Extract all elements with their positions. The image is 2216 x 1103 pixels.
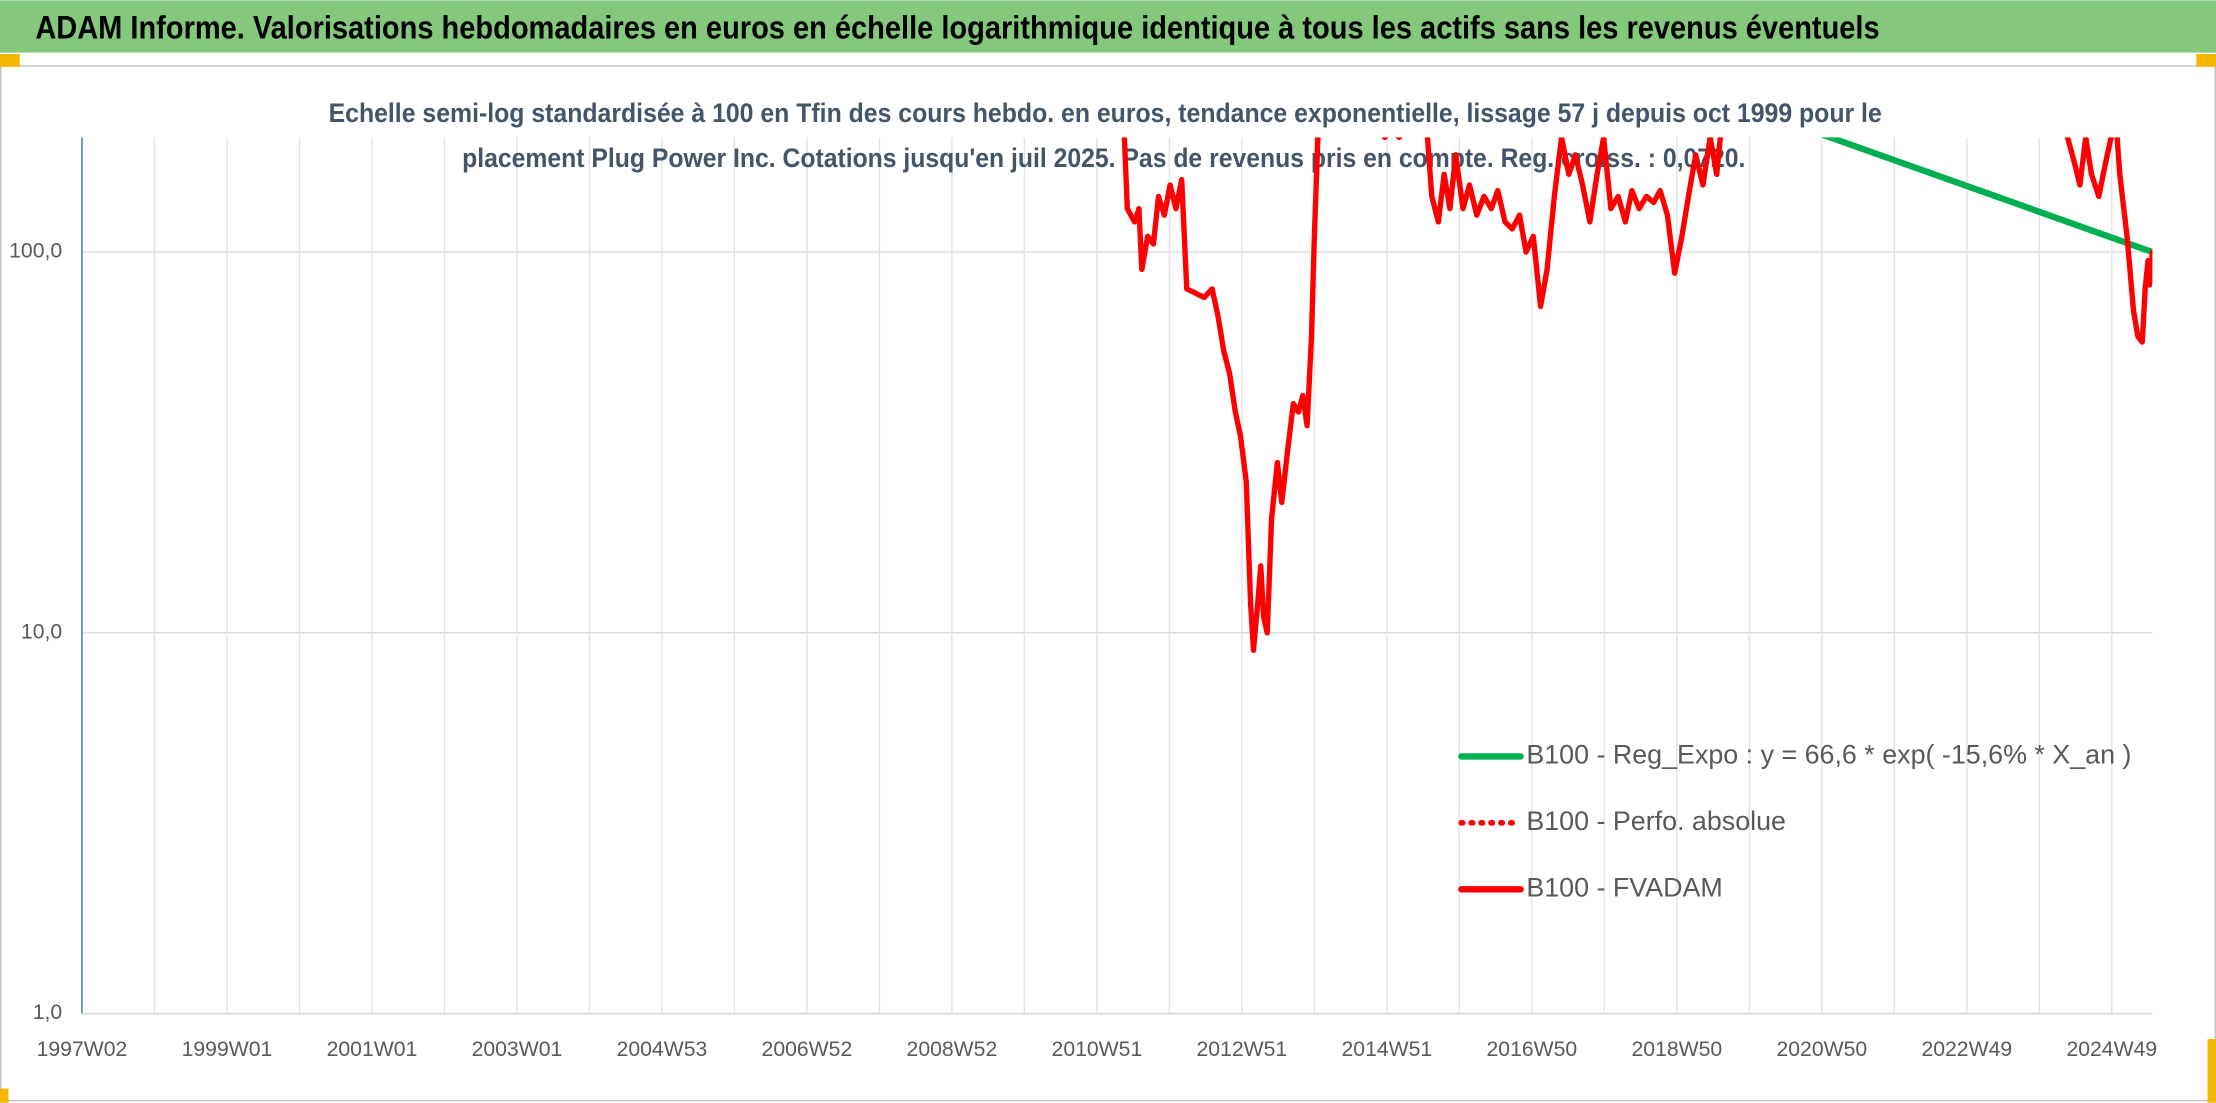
x-tick-label: 2003W01 <box>472 1038 563 1061</box>
x-tick-label: 2022W49 <box>1921 1038 2012 1061</box>
x-tick-label: 1997W02 <box>37 1038 128 1061</box>
series-line <box>1820 137 2153 256</box>
x-tick-label: 2004W53 <box>617 1038 708 1061</box>
x-tick-label: 2018W50 <box>1631 1038 1722 1061</box>
legend: B100 - Reg_Expo : y = 66,6 * exp( -15,6%… <box>1458 740 2131 902</box>
corner-mark <box>0 54 20 67</box>
chart-title: ADAM Informe. Valorisations hebdomadaire… <box>35 10 1879 46</box>
legend-label: B100 - Perfo. absolue <box>1526 806 1786 836</box>
x-tick-label: 2001W01 <box>327 1038 418 1061</box>
x-tick-label: 2020W50 <box>1776 1038 1867 1061</box>
x-tick-label: 2010W51 <box>1052 1038 1143 1061</box>
x-tick-label: 2014W51 <box>1342 1038 1433 1061</box>
x-tick-label: 2006W52 <box>762 1038 853 1061</box>
chart-subtitle: Echelle semi-log standardisée à 100 en T… <box>329 98 1882 128</box>
y-tick-label: 100,0 <box>9 240 62 263</box>
y-tick-label: 1,0 <box>33 1001 62 1024</box>
series-line <box>1121 137 2153 653</box>
corner-mark <box>2207 1039 2216 1103</box>
chart-border <box>0 65 2216 1102</box>
corner-mark <box>0 1088 9 1103</box>
x-tick-label: 2012W51 <box>1197 1038 1288 1061</box>
y-tick-label: 10,0 <box>21 620 62 643</box>
x-tick-label: 2024W49 <box>2066 1038 2157 1061</box>
x-tick-label: 2008W52 <box>907 1038 998 1061</box>
legend-label: B100 - FVADAM <box>1526 872 1722 902</box>
grid: 1,0 10,0 100,0 1997W02 1999W01 2001W01 2003W01… <box>9 137 2157 1061</box>
corner-mark <box>2196 54 2216 67</box>
chart-subtitle: placement Plug Power Inc. Cotations jusq… <box>462 143 1745 173</box>
plot-area <box>1121 137 2153 653</box>
x-tick-label: 1999W01 <box>182 1038 273 1061</box>
legend-label: B100 - Reg_Expo : y = 66,6 * exp( -15,6%… <box>1526 740 2131 770</box>
title-banner <box>0 0 2216 53</box>
x-tick-label: 2016W50 <box>1487 1038 1578 1061</box>
